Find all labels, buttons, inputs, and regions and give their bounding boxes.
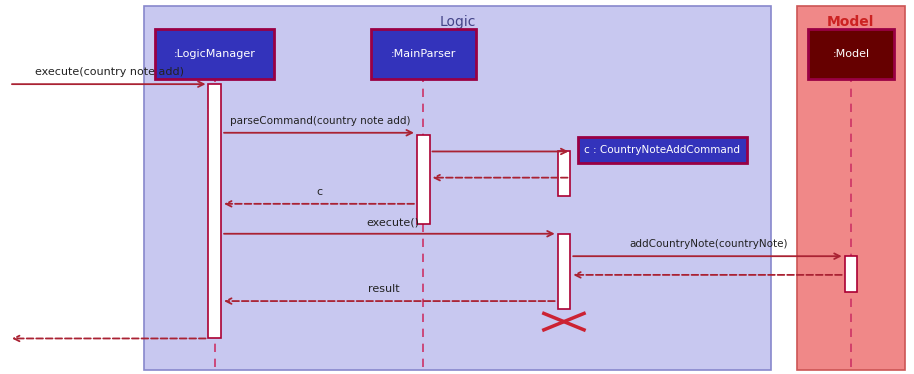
Text: result: result bbox=[368, 284, 399, 294]
Bar bbox=[845, 256, 857, 292]
Text: execute(): execute() bbox=[367, 217, 420, 227]
Text: c: c bbox=[317, 187, 323, 197]
Bar bbox=[578, 137, 747, 163]
Bar bbox=[808, 29, 894, 80]
Bar bbox=[371, 29, 476, 80]
Bar bbox=[797, 6, 905, 370]
Text: addCountryNote(countryNote): addCountryNote(countryNote) bbox=[629, 239, 788, 249]
Bar bbox=[144, 6, 771, 370]
Bar bbox=[155, 29, 274, 80]
Text: Logic: Logic bbox=[440, 15, 475, 29]
Text: c : CountryNoteAddCommand: c : CountryNoteAddCommand bbox=[584, 145, 740, 154]
Text: parseCommand(country note add): parseCommand(country note add) bbox=[229, 116, 410, 126]
Text: execute(country note add): execute(country note add) bbox=[35, 67, 185, 77]
Bar bbox=[558, 234, 570, 309]
Text: Model: Model bbox=[827, 15, 875, 29]
Bar bbox=[558, 151, 570, 196]
Bar bbox=[417, 135, 430, 224]
Text: :LogicManager: :LogicManager bbox=[174, 49, 256, 59]
Bar bbox=[208, 84, 221, 338]
Text: :MainParser: :MainParser bbox=[390, 49, 456, 59]
Text: :Model: :Model bbox=[833, 49, 869, 59]
